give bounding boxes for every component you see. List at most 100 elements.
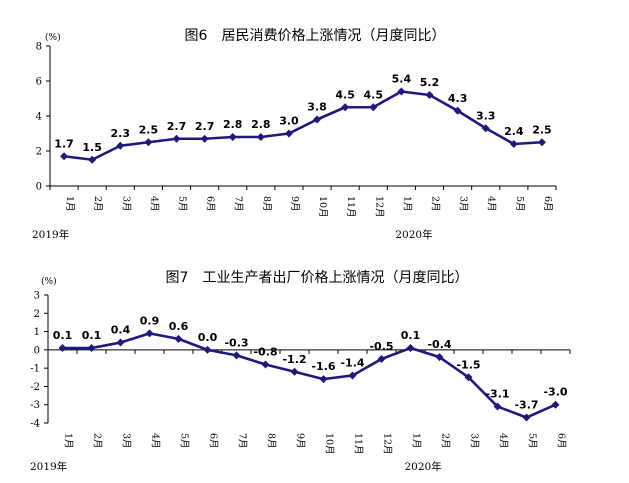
cpi-data-label: 3.0 [279,115,299,128]
ppi-data-label: -0.8 [253,345,277,358]
cpi-data-point [200,134,209,143]
cpi-data-label: 1.5 [82,141,102,154]
ppi-data-label: -1.2 [282,353,306,366]
ppi-chart-title: 图7 工业生产者出厂价格上涨情况（月度同比） [166,270,469,286]
ppi-data-point [406,344,415,353]
cpi-year-label: 2019年 [32,228,69,241]
cpi-data-label: 4.5 [364,88,384,101]
ppi-data-point [58,344,67,353]
ppi-data-point [232,351,241,360]
ppi-y-tick-label: 2 [34,309,40,320]
cpi-x-tick-label: 7月 [233,196,244,212]
cpi-x-tick-label: 3月 [458,196,469,212]
cpi-year-label: 2020年 [395,228,432,241]
ppi-x-tick-label: 2月 [440,433,451,449]
cpi-x-tick-label: 5月 [177,196,188,212]
ppi-data-point [464,373,473,382]
ppi-data-label: -0.4 [427,338,451,351]
cpi-y-tick-label: 8 [36,42,42,53]
ppi-x-tick-label: 1月 [411,433,422,449]
ppi-x-tick-label: 3月 [469,433,480,449]
ppi-data-point [377,355,386,363]
ppi-x-tick-label: 6月 [208,433,219,449]
ppi-x-tick-label: 8月 [266,433,277,449]
cpi-x-tick-label: 1月 [64,196,75,212]
ppi-data-label: 0.0 [198,331,218,344]
cpi-data-label: 2.5 [532,123,552,136]
ppi-year-label: 2020年 [405,460,442,473]
cpi-x-tick-label: 2月 [92,196,103,212]
ppi-data-point [174,334,183,343]
ppi-x-tick-label: 12月 [382,433,393,455]
ppi-data-label: -1.6 [311,360,335,373]
ppi-data-point [493,402,502,411]
cpi-data-label: 5.4 [392,73,412,86]
cpi-x-tick-label: 5月 [514,196,525,212]
cpi-data-label: 4.5 [335,88,355,101]
ppi-data-label: -0.5 [369,340,393,353]
ppi-data-point [522,413,531,422]
ppi-data-point [116,338,125,347]
ppi-data-label: -3.7 [514,399,538,412]
cpi-data-point [60,152,69,161]
cpi-series-line [63,90,543,162]
cpi-y-unit: (%) [45,32,61,43]
ppi-y-tick-label: -3 [30,400,40,411]
cpi-y-tick-label: 4 [36,112,42,123]
ppi-data-label: 0.1 [53,329,73,342]
ppi-y-tick-label: 3 [34,291,40,302]
ppi-y-tick-label: 1 [34,327,40,338]
cpi-x-tick-label: 10月 [317,196,328,218]
cpi-data-point [537,138,546,147]
ppi-data-point [87,344,96,353]
cpi-x-tick-label: 1月 [401,196,412,212]
cpi-x-tick-label: 11月 [345,196,356,218]
cpi-data-point [313,115,322,124]
cpi-chart: 图6 居民消费价格上涨情况（月度同比） (%) 0 2 4 6 8 1月 2月 3月 4月 5月 6… [32,28,557,241]
ppi-x-tick-label: 3月 [121,433,132,449]
cpi-data-point [425,91,434,99]
cpi-data-label: 3.3 [476,109,496,122]
ppi-data-label: 0.9 [140,314,160,327]
ppi-y-tick-label: 0 [34,345,40,356]
cpi-data-point [397,87,406,96]
cpi-data-label: 2.8 [223,118,243,131]
ppi-data-label: -0.3 [224,336,248,349]
cpi-data-point [256,133,265,141]
ppi-y-unit: (%) [41,276,57,287]
ppi-data-label: 0.4 [111,324,131,337]
cpi-data-point [341,103,350,112]
cpi-data-point [481,124,490,133]
ppi-data-point [203,345,212,354]
ppi-data-point [145,329,154,338]
cpi-data-point [453,106,462,115]
ppi-x-tick-label: 5月 [527,433,538,449]
cpi-data-point [88,155,97,164]
ppi-y-tick-label: -2 [30,382,40,393]
ppi-x-tick-label: 11月 [353,433,364,455]
cpi-data-point [284,129,293,138]
cpi-x-tick-label: 3月 [120,196,131,212]
ppi-data-point [290,367,299,376]
cpi-data-label: 2.3 [111,127,131,140]
cpi-x-tick-label: 4月 [486,196,497,212]
ppi-x-tick-label: 7月 [237,433,248,449]
ppi-data-label: -1.4 [340,356,364,369]
ppi-data-point [435,353,444,362]
ppi-data-label: 0.1 [401,329,421,342]
cpi-data-label: 2.5 [139,123,159,136]
ppi-x-tick-label: 6月 [556,433,567,449]
cpi-y-tick-label: 6 [36,77,42,88]
ppi-data-label: 0.6 [169,320,189,333]
ppi-x-tick-label: 10月 [324,433,335,455]
cpi-data-point [369,103,378,112]
cpi-data-point [172,134,181,143]
ppi-series-line [62,332,557,419]
cpi-data-label: 2.4 [504,125,524,138]
cpi-x-tick-label: 9月 [289,196,300,212]
cpi-x-tick-label: 6月 [542,196,553,212]
ppi-x-tick-label: 9月 [295,433,306,449]
cpi-data-label: 5.2 [420,76,440,89]
cpi-y-tick-label: 2 [36,147,42,158]
